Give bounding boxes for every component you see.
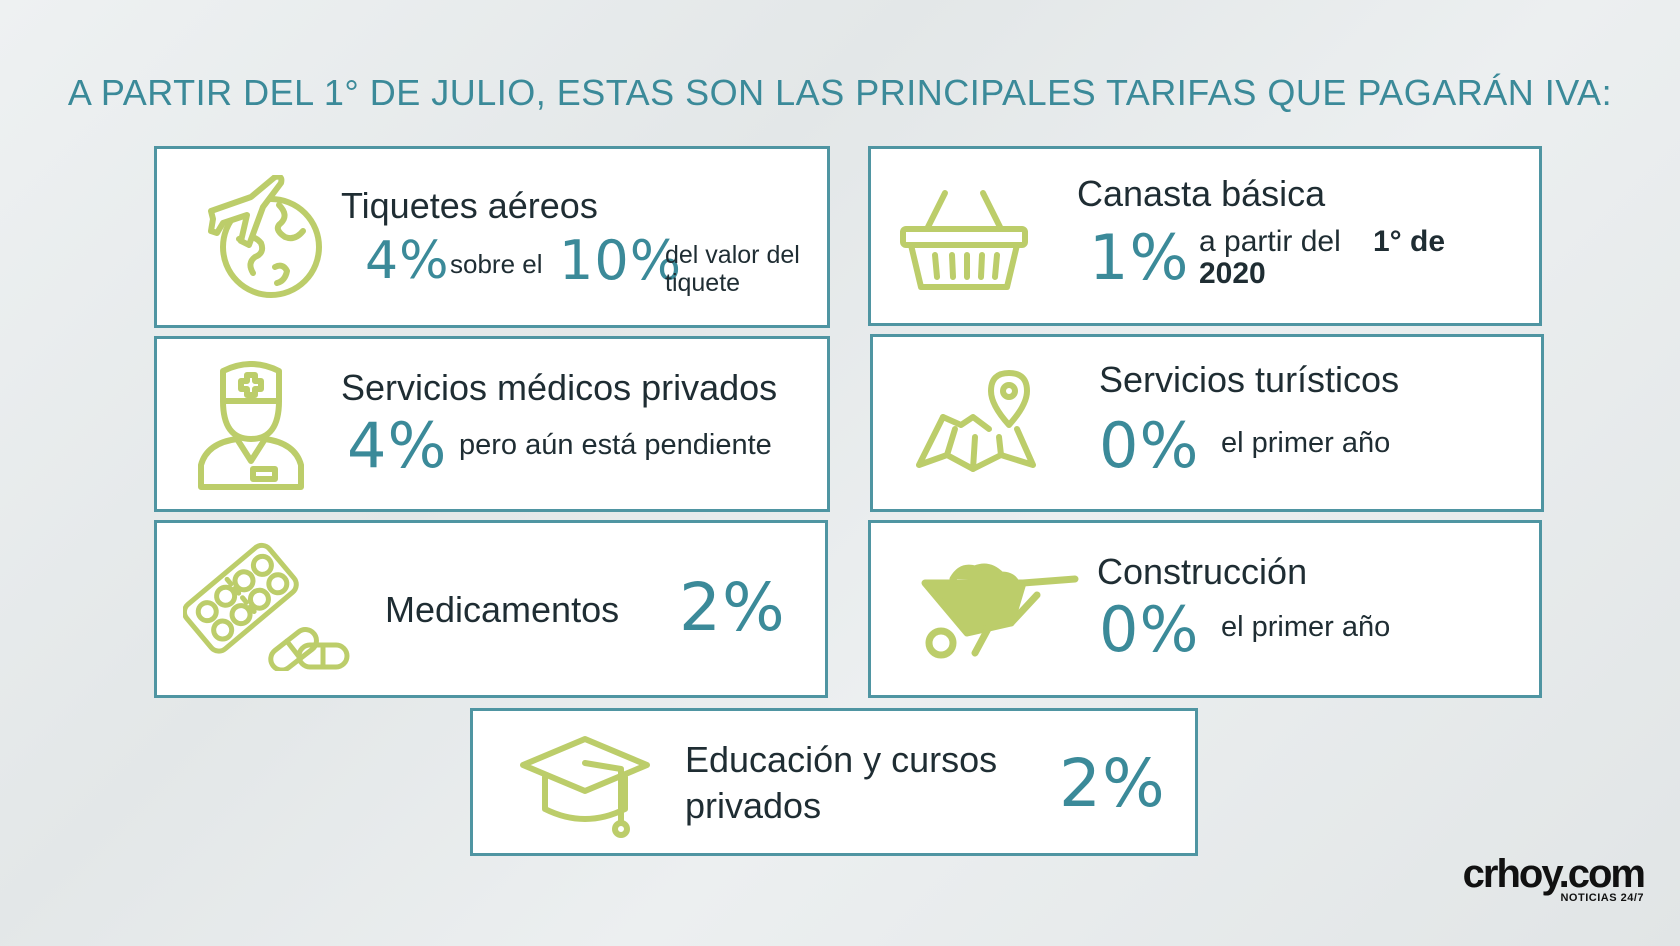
basket-icon — [899, 187, 1029, 297]
rate-value: 1% — [1089, 221, 1190, 294]
card-heading: Servicios turísticos — [1099, 359, 1400, 400]
rate-note: el primer año — [1221, 611, 1391, 643]
card-heading: Construcción — [1097, 551, 1308, 592]
card-heading-line2: privados — [685, 785, 822, 826]
plane-globe-icon — [205, 175, 329, 303]
pills-icon — [183, 541, 351, 671]
card-construccion: Construcción 0% el primer año — [868, 520, 1542, 698]
rate-note-line1: del valor del — [665, 241, 800, 269]
rate-value: 4% — [365, 231, 450, 291]
rate-note: pero aún está pendiente — [459, 429, 772, 461]
rate-note: el primer año — [1221, 427, 1391, 459]
rate-value: 2% — [1059, 745, 1166, 822]
logo-wordmark: crhoy.com — [1462, 852, 1646, 896]
rate-value: 4% — [347, 409, 448, 482]
card-heading: Medicamentos — [385, 589, 620, 630]
rate-value: 2% — [679, 569, 786, 646]
logo-tagline: NOTICIAS 24/7 — [1560, 892, 1644, 904]
card-tiquetes-aereos: Tiquetes aéreos 4% sobre el 10% del valo… — [154, 146, 830, 328]
card-heading: Canasta básica — [1077, 173, 1326, 214]
crhoy-logo: crhoy.com NOTICIAS 24/7 — [1462, 852, 1646, 904]
graduation-cap-icon — [517, 733, 653, 839]
card-servicios-turisticos: Servicios turísticos 0% el primer año — [870, 334, 1544, 512]
page-title: A PARTIR DEL 1° DE JULIO, ESTAS SON LAS … — [67, 72, 1613, 113]
card-heading-line1: Educación y cursos — [685, 739, 998, 780]
card-servicios-medicos: Servicios médicos privados 4% pero aún e… — [154, 336, 830, 512]
rate-value: 0% — [1099, 593, 1200, 666]
card-heading: Servicios médicos privados — [341, 367, 778, 408]
card-educacion: Educación y cursos privados 2% — [470, 708, 1198, 856]
doctor-icon — [197, 361, 307, 491]
map-pin-icon — [913, 367, 1039, 475]
rate-note-bold2: 2020 — [1199, 257, 1266, 290]
rate-note-line1: a partir del — [1199, 225, 1341, 258]
rate-connector: sobre el — [450, 249, 543, 279]
card-heading: Tiquetes aéreos — [341, 185, 598, 226]
rate-value-secondary: 10% — [559, 229, 683, 292]
rate-note-bold1: 1° de — [1373, 225, 1446, 258]
card-medicamentos: Medicamentos 2% — [154, 520, 828, 698]
rate-value: 0% — [1099, 409, 1200, 482]
card-canasta-basica: Canasta básica 1% a partir del 1° de 202… — [868, 146, 1542, 326]
rate-note-line2: tiquete — [665, 269, 741, 297]
wheelbarrow-icon — [919, 561, 1079, 661]
